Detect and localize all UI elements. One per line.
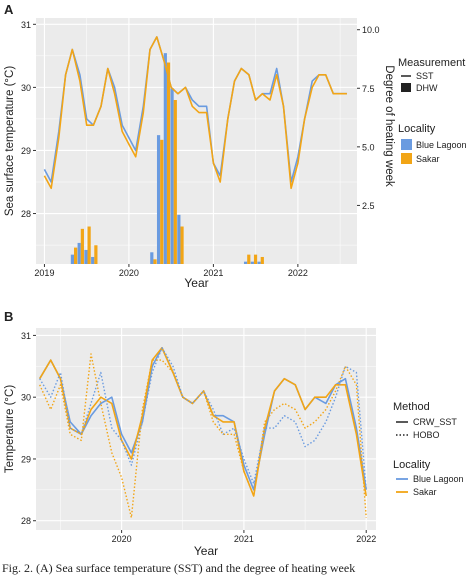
dhw-bar-blue-lagoon <box>156 135 161 264</box>
x-tick-label-a: 2019 <box>34 268 54 278</box>
panel-b-letter: B <box>4 309 13 324</box>
y-tick-label-b: 31 <box>21 331 31 341</box>
figure-canvas: 28 29 30 31 2.5 5.0 7.5 10.0 2019 2020 2021 2022 A Ye… <box>4 2 467 558</box>
legend-b-sakar-label: Sakar <box>413 487 437 497</box>
sst-line-sakar <box>43 36 347 190</box>
dhw-bar-sakar <box>94 245 98 264</box>
dhw-bar-blue-lagoon <box>163 53 167 265</box>
panel-a-gridlines <box>36 18 357 264</box>
legend-b-method-title: Method <box>393 401 430 413</box>
panel-a-plot-background <box>36 18 357 264</box>
dhw-bar-blue-lagoon <box>84 249 88 264</box>
x-axis-title-a: Year <box>184 276 208 290</box>
y-tick-label-b: 29 <box>21 454 31 464</box>
y-tick-label-b: 28 <box>21 516 31 526</box>
legend-a-sakar-key <box>401 153 412 164</box>
x-tick-label-b: 2020 <box>112 534 132 544</box>
y-axis-title-a: Sea surface temperature (°C) <box>4 66 16 216</box>
dhw-bar-blue-lagoon <box>150 252 154 264</box>
y-axis-title-b: Temperature (°C) <box>4 385 16 473</box>
y-tick-label-a: 29 <box>21 146 31 156</box>
x-tick-label-a: 2021 <box>203 268 223 278</box>
dhw-bar-blue-lagoon <box>170 88 174 265</box>
legend-b-hobo-label: HOBO <box>413 430 440 440</box>
dhw-bar-sakar <box>74 247 78 264</box>
dhw-bar-sakar <box>160 139 164 264</box>
x-tick-label-a: 2022 <box>288 268 308 278</box>
panel-a-letter: A <box>4 2 14 17</box>
dhw-bar-sakar <box>87 226 91 264</box>
y-tick-label-a: 30 <box>21 83 31 93</box>
dhw-bar-blue-lagoon <box>177 214 181 264</box>
legend-a-sakar-label: Sakar <box>416 154 440 164</box>
legend-a-blue-lagoon-label: Blue Lagoon <box>416 140 467 150</box>
y2-tick-label-a: 7.5 <box>362 84 375 94</box>
x-axis-title-b: Year <box>194 544 218 558</box>
line-b-blue-lagoon-hobo <box>39 347 367 490</box>
x-tick-label-a: 2020 <box>119 268 139 278</box>
legend-a-dhw-label: DHW <box>416 83 438 93</box>
panel-b-plot-background <box>36 328 376 530</box>
dhw-bar-blue-lagoon <box>257 261 261 264</box>
dhw-bar-blue-lagoon <box>70 254 75 264</box>
dhw-bar-sakar <box>260 256 264 264</box>
legend-b-blue-lagoon-label: Blue Lagoon <box>413 474 464 484</box>
dhw-bar-blue-lagoon <box>243 261 248 264</box>
dhw-bar-blue-lagoon <box>77 242 81 264</box>
legend-a-sst-label: SST <box>416 71 434 81</box>
dhw-bar-blue-lagoon <box>91 256 95 264</box>
y2-axis-title-a: Degree of heating week <box>383 65 395 187</box>
dhw-bar-sakar <box>173 100 177 264</box>
figure-caption: Fig. 2. (A) Sea surface temperature (SST… <box>2 561 356 575</box>
dhw-bar-sakar <box>253 254 258 264</box>
legend-a-measurement-title: Measurement <box>398 57 465 69</box>
y2-tick-label-a: 10.0 <box>362 25 380 35</box>
line-b-sakar-hobo <box>39 353 367 519</box>
legend-a-dhw-key <box>401 83 411 92</box>
legend-a-locality-title: Locality <box>398 123 436 135</box>
x-tick-label-b: 2022 <box>356 534 376 544</box>
legend-b-crw-label: CRW_SST <box>413 417 457 427</box>
panel-b-gridlines <box>36 328 376 530</box>
legend-a-blue-lagoon-key <box>401 139 412 150</box>
y-tick-label-b: 30 <box>21 393 31 403</box>
x-tick-label-b: 2021 <box>234 534 254 544</box>
dhw-bar-sakar <box>166 62 171 265</box>
dhw-bar-sakar <box>153 259 157 264</box>
dhw-bar-sakar <box>180 226 184 264</box>
dhw-bar-sakar <box>247 254 251 264</box>
y2-tick-label-a: 2.5 <box>362 201 375 211</box>
dhw-bar-blue-lagoon <box>250 261 254 264</box>
y-tick-label-a: 28 <box>21 209 31 219</box>
dhw-bar-sakar <box>80 228 84 264</box>
y-tick-label-a: 31 <box>21 20 31 30</box>
legend-b-locality-title: Locality <box>393 459 431 471</box>
y2-tick-label-a: 5.0 <box>362 142 375 152</box>
